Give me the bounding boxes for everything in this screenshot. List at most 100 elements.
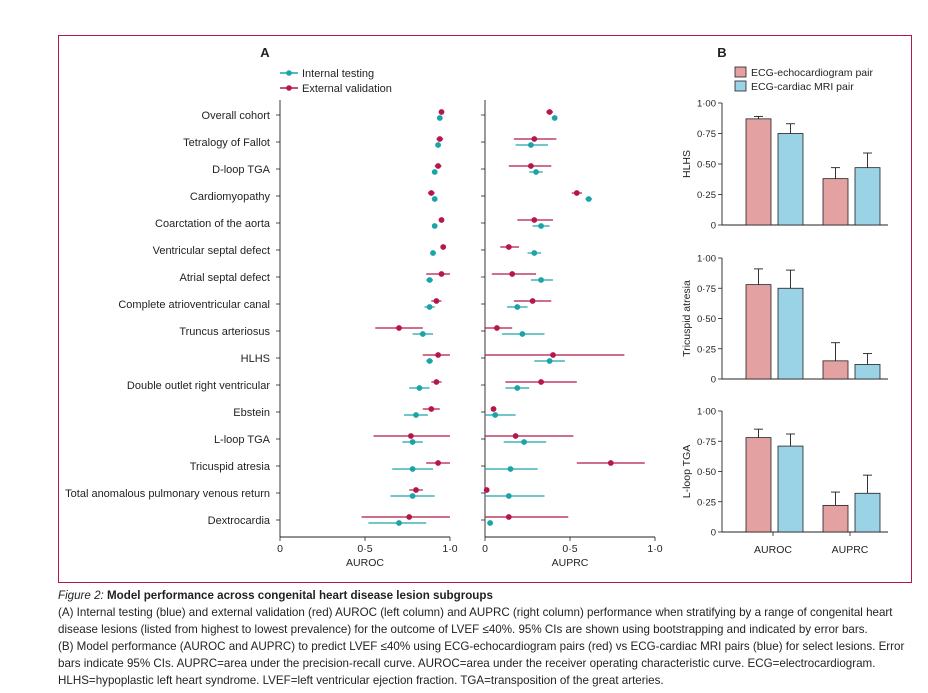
panel-a-legend: Internal testing External validation (280, 68, 392, 95)
bar-hlhs-y-tick-label-3: 0·75 (697, 129, 716, 140)
bar-tricuspid-atresia-y-tick-label-0: 0 (711, 375, 716, 386)
bar-hlhs-echo-bar-auroc (745, 118, 772, 226)
lesion-label-d-loop-tga: D-loop TGA (212, 164, 271, 176)
legend-mri-label: ECG-cardiac MRI pair (751, 81, 854, 93)
auprc-external-point-atrial-septal-defect (509, 271, 516, 277)
lesion-label-atrial-septal-defect: Atrial septal defect (180, 272, 271, 284)
auroc-internal-point-cardiomyopathy (431, 196, 438, 202)
auprc-external-point-d-loop-tga (528, 163, 534, 169)
auprc-x-tick-label-2: 1·0 (647, 543, 662, 555)
auprc-internal-point-d-loop-tga (533, 169, 539, 175)
bar-tricuspid-atresia-y-tick-label-2: 0·50 (697, 314, 716, 325)
bar-tricuspid-atresia-mri-bar-auroc (777, 287, 804, 380)
auprc-axis-title: AUPRC (552, 557, 589, 569)
auroc-internal-point-double-outlet-right-ventricular (416, 385, 423, 391)
auroc-internal-point-coarctation-of-the-aorta (431, 223, 438, 229)
auroc-internal-point-hlhs (426, 358, 433, 364)
auprc-internal-point-coarctation-of-the-aorta (538, 223, 544, 229)
auroc-external-point-coarctation-of-the-aorta (438, 217, 445, 223)
auroc-internal-point-tricuspid-atresia (409, 466, 416, 472)
auroc-internal-point-truncus-arteriosus (419, 331, 426, 337)
bar-hlhs-y-tick-label-4: 1·00 (697, 99, 716, 110)
lesion-label-overall-cohort: Overall cohort (202, 110, 270, 122)
auprc-external-point-complete-atrioventricular-canal (529, 298, 536, 304)
bar-tricuspid-atresia-mri-bar-auprc (854, 364, 881, 380)
panel-b-label: B (717, 45, 726, 60)
figure-label: Figure 2: (58, 589, 104, 602)
bar-tricuspid-atresia-y-tick-label-1: 0·25 (697, 344, 716, 355)
caption-paragraph-a: (A) Internal testing (blue) and external… (58, 606, 893, 636)
legend-echo-swatch (734, 66, 747, 78)
bar-l-loop-tga-echo-bar-auroc (745, 437, 772, 533)
lesion-label-ventricular-septal-defect: Ventricular septal defect (153, 245, 270, 257)
auroc-x-tick-label-2: 1·0 (442, 543, 457, 555)
auprc-internal-point-tetralogy-of-fallot (528, 142, 534, 148)
bar-l-loop-tga-y-tick-label-2: 0·50 (697, 467, 716, 478)
lesion-label-ebstein: Ebstein (233, 407, 270, 419)
auroc-internal-point-tetralogy-of-fallot (435, 142, 441, 148)
bar-l-loop-tga-y-tick-label-3: 0·75 (697, 437, 716, 448)
bar-hlhs-mri-bar-auroc (777, 133, 804, 226)
auroc-internal-point-d-loop-tga (431, 169, 438, 175)
lesion-label-truncus-arteriosus: Truncus arteriosus (179, 326, 270, 338)
auprc-external-point-truncus-arteriosus (494, 325, 500, 331)
auprc-internal-point-complete-atrioventricular-canal (514, 304, 521, 310)
auroc-external-point-tricuspid-atresia (435, 460, 441, 466)
panel-b-x-label-auroc: AUROC (754, 544, 792, 556)
auroc-external-point-ventricular-septal-defect (440, 244, 447, 250)
lesion-label-cardiomyopathy: Cardiomyopathy (190, 191, 271, 203)
auroc-forest-plot: 0 0·5 1·0 (276, 100, 458, 555)
legend-external-label: External validation (302, 83, 392, 95)
auroc-external-point-tetralogy-of-fallot (436, 136, 443, 142)
lesion-label-complete-atrioventricular-canal: Complete atrioventricular canal (118, 299, 270, 311)
auroc-external-point-atrial-septal-defect (438, 271, 445, 277)
auprc-external-point-ebstein (490, 406, 497, 412)
auroc-external-point-d-loop-tga (435, 163, 441, 169)
auroc-internal-point-ebstein (413, 412, 419, 418)
auroc-external-point-total-anomalous-pulmonary-venous-return (413, 487, 419, 493)
bar-tricuspid-atresia-y-tick-label-4: 1·00 (697, 254, 716, 265)
auprc-external-point-total-anomalous-pulmonary-venous-return (483, 487, 490, 493)
bar-l-loop-tga-y-tick-label-0: 0 (711, 528, 716, 539)
auprc-internal-point-truncus-arteriosus (519, 331, 526, 337)
auprc-forest-plot: 0 0·5 1·0 (481, 100, 663, 555)
auprc-external-point-l-loop-tga (512, 433, 519, 439)
auroc-internal-point-complete-atrioventricular-canal (426, 304, 433, 310)
bar-tricuspid-atresia-echo-bar-auprc (822, 360, 849, 380)
lesion-label-tetralogy-of-fallot: Tetralogy of Fallot (183, 137, 270, 149)
lesion-label-double-outlet-right-ventricular: Double outlet right ventricular (127, 380, 270, 392)
bar-l-loop-tga-echo-bar-auprc (822, 504, 849, 533)
auprc-internal-point-double-outlet-right-ventricular (514, 385, 521, 391)
auprc-internal-point-hlhs (546, 358, 553, 364)
auroc-external-point-cardiomyopathy (428, 190, 435, 196)
auroc-internal-point-l-loop-tga (409, 439, 416, 445)
bar-hlhs-y-label: HLHS (681, 150, 693, 178)
bar-hlhs-mri-bar-auprc (854, 167, 881, 226)
bar-tricuspid-atresia-y-label: Tricuspid atresia (681, 280, 693, 357)
auprc-internal-point-ebstein (492, 412, 499, 418)
bar-tricuspid-atresia-y-tick-label-3: 0·75 (697, 284, 716, 295)
bar-l-loop-tga-mri-bar-auprc (854, 492, 881, 533)
bar-tricuspid-atresia-echo-bar-auroc (745, 284, 772, 380)
auroc-external-point-hlhs (435, 352, 441, 358)
panel-b-x-label-auprc: AUPRC (832, 544, 869, 556)
bar-l-loop-tga-y-tick-label-1: 0·25 (697, 497, 716, 508)
bar-hlhs-y-tick-label-2: 0·50 (697, 160, 716, 171)
lesion-label-l-loop-tga: L-loop TGA (214, 434, 271, 446)
auroc-external-point-dextrocardia (406, 514, 413, 520)
lesion-labels: Overall cohort Tetralogy of Fallot D-loop … (65, 110, 271, 527)
auroc-internal-point-ventricular-septal-defect (430, 250, 436, 256)
legend-internal-label: Internal testing (302, 68, 374, 80)
auprc-external-point-coarctation-of-the-aorta (531, 217, 538, 223)
auroc-axis-title: AUROC (346, 557, 384, 569)
legend-internal-dot (286, 70, 292, 76)
auroc-external-point-overall-cohort (438, 109, 445, 115)
lesion-label-coarctation-of-the-aorta: Coarctation of the aorta (155, 218, 271, 230)
auroc-internal-point-overall-cohort (436, 115, 443, 121)
auprc-internal-point-overall-cohort (551, 115, 558, 121)
bar-hlhs-echo-bar-auprc (822, 178, 849, 226)
auroc-external-point-truncus-arteriosus (396, 325, 402, 331)
auprc-external-point-cardiomyopathy (573, 190, 580, 196)
auprc-external-point-dextrocardia (505, 514, 512, 520)
panel-b-bar-charts: 0 0·25 0·50 0·75 1·00 HLHS 0 0·25 0·50 0·75 1·00 Tr… (681, 99, 888, 539)
